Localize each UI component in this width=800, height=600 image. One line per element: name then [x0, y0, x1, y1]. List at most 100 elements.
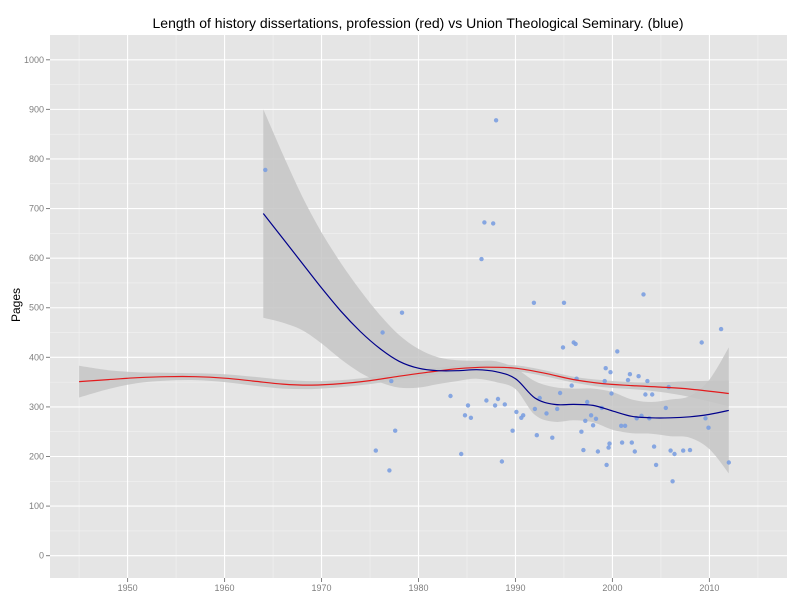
data-point	[604, 462, 609, 468]
data-point	[459, 451, 464, 457]
data-point	[561, 300, 567, 305]
data-point	[632, 449, 637, 454]
data-point	[531, 300, 537, 305]
data-point	[482, 220, 487, 225]
data-point	[607, 441, 612, 446]
data-point	[606, 445, 611, 450]
chart-title: Length of history dissertations, profess…	[153, 15, 684, 31]
y-tick-label: 600	[29, 253, 44, 263]
data-point	[583, 418, 588, 423]
data-point	[263, 167, 268, 173]
y-axis-label: Pages	[9, 288, 23, 322]
x-tick-label: 1970	[312, 583, 332, 593]
data-point	[641, 292, 646, 297]
data-point	[557, 390, 563, 396]
data-point	[462, 413, 468, 418]
data-point	[608, 370, 613, 375]
data-point	[619, 423, 624, 428]
data-point	[615, 349, 620, 354]
data-point	[579, 429, 584, 434]
data-point	[560, 345, 566, 350]
data-point	[590, 423, 596, 428]
data-point	[651, 444, 657, 449]
data-point	[502, 402, 507, 407]
data-point	[387, 468, 392, 473]
data-point	[514, 409, 519, 415]
confidence-ribbon-2	[263, 109, 729, 474]
y-tick-label: 1000	[24, 55, 44, 65]
x-axis-ticks: 1950 1960 1970 1980 1990 2000 2010	[118, 578, 719, 593]
data-point	[625, 377, 631, 383]
data-point	[484, 398, 489, 403]
data-point	[569, 383, 574, 388]
data-point	[718, 326, 724, 332]
data-point	[448, 393, 453, 399]
data-point	[465, 403, 471, 408]
data-point	[521, 413, 526, 418]
data-point	[627, 372, 633, 377]
data-point	[550, 435, 555, 440]
data-point	[468, 415, 474, 420]
data-point	[544, 411, 549, 416]
data-point	[629, 440, 634, 445]
data-point	[373, 448, 378, 453]
data-point	[706, 425, 711, 430]
data-point	[653, 462, 659, 468]
data-point	[595, 449, 601, 454]
data-point	[588, 413, 594, 418]
x-tick-label: 1990	[505, 583, 525, 593]
data-point	[687, 447, 693, 453]
data-point	[663, 405, 668, 411]
data-point	[380, 330, 385, 335]
x-tick-label: 2000	[602, 583, 622, 593]
y-tick-label: 400	[29, 352, 44, 362]
data-point	[571, 340, 576, 345]
data-point	[602, 378, 607, 384]
data-point	[643, 392, 648, 397]
data-point	[389, 378, 394, 384]
data-point	[619, 440, 625, 445]
y-tick-label: 100	[29, 501, 44, 511]
smooth-lines	[79, 213, 729, 419]
y-tick-label: 0	[39, 551, 44, 561]
x-tick-label: 2010	[699, 583, 719, 593]
y-axis-ticks: 0 100 200 300 400 500 600 700 800 900 1000	[24, 55, 50, 561]
data-point	[581, 447, 586, 453]
data-points	[263, 118, 731, 484]
data-point	[603, 366, 608, 371]
data-point	[703, 416, 708, 421]
data-point	[499, 459, 505, 464]
data-point	[399, 310, 405, 315]
grid-major	[50, 35, 787, 578]
data-point	[699, 340, 704, 345]
data-point	[393, 428, 398, 433]
data-point	[609, 391, 614, 396]
data-point	[479, 256, 484, 262]
data-point	[510, 428, 515, 433]
y-tick-label: 300	[29, 402, 44, 412]
data-point	[681, 448, 686, 453]
data-point	[636, 374, 641, 379]
y-tick-label: 200	[29, 452, 44, 462]
x-tick-label: 1960	[215, 583, 235, 593]
y-tick-label: 900	[29, 104, 44, 114]
confidence-ribbons	[79, 109, 729, 474]
data-point	[495, 396, 501, 402]
x-tick-label: 1950	[118, 583, 138, 593]
y-tick-label: 700	[29, 204, 44, 214]
data-point	[585, 399, 590, 405]
data-point	[492, 403, 498, 408]
data-point	[555, 406, 560, 412]
x-tick-label: 1980	[408, 583, 428, 593]
data-point	[537, 395, 542, 401]
data-point	[650, 392, 655, 397]
smooth-line-2	[262, 213, 729, 419]
data-point	[726, 460, 731, 465]
data-point	[593, 416, 599, 421]
data-point	[491, 221, 496, 226]
data-point	[534, 433, 539, 438]
y-tick-label: 500	[29, 303, 44, 313]
data-point	[532, 406, 538, 412]
data-point	[622, 423, 628, 428]
